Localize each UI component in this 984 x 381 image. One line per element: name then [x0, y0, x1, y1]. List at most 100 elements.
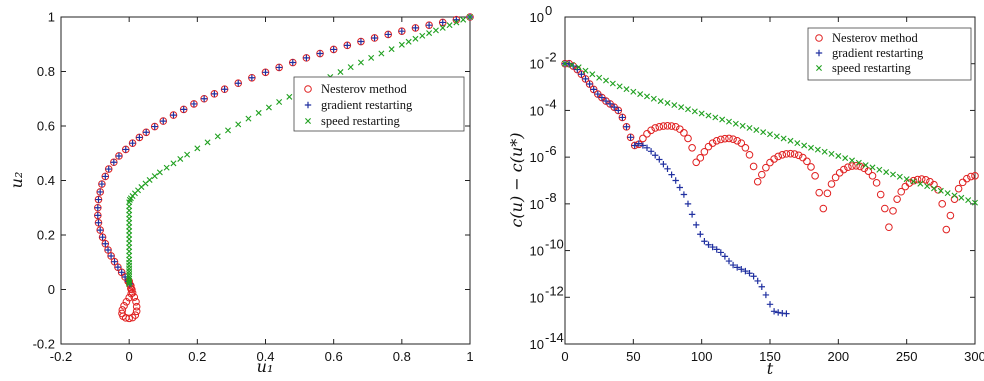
right-y-tick-label: 10	[530, 57, 544, 72]
left-data-point-x	[235, 121, 242, 128]
right-data-point-plus	[582, 75, 589, 83]
left-data-point-x	[126, 265, 133, 272]
left-data-point-circle	[114, 263, 122, 271]
right-data-point-x	[876, 166, 883, 173]
right-data-point-plus	[754, 277, 761, 285]
right-data-point-plus	[594, 90, 601, 98]
right-data-point-x	[753, 127, 760, 134]
right-data-point-circle	[618, 113, 627, 122]
right-data-point-x	[671, 102, 678, 109]
left-data-point-plus	[248, 74, 256, 81]
right-data-point-circle	[577, 70, 586, 79]
right-data-point-circle	[967, 172, 975, 181]
left-data-point-x	[214, 133, 221, 140]
right-data-point-plus	[701, 238, 708, 245]
left-data-point-circle	[115, 152, 123, 160]
left-data-point-circle	[200, 94, 208, 103]
right-data-point-circle	[913, 175, 922, 184]
right-data-point-circle	[799, 153, 807, 162]
right-data-point-x	[842, 155, 849, 162]
left-legend-label: gradient restarting	[321, 98, 413, 112]
right-data-point-x	[903, 176, 910, 183]
left-data-point-plus	[289, 59, 296, 66]
right-data-point-x	[726, 118, 732, 125]
left-data-point-circle	[316, 49, 324, 58]
left-x-tick-label: 0.8	[393, 349, 411, 364]
right-data-point-plus	[639, 142, 647, 149]
right-data-point-circle	[622, 122, 631, 131]
left-data-point-plus	[235, 80, 242, 87]
left-data-point-plus	[114, 263, 122, 271]
right-data-point-plus	[602, 97, 610, 105]
right-data-point-circle	[815, 188, 824, 197]
right-x-tick-label: 200	[827, 349, 849, 364]
left-data-point-circle	[107, 252, 115, 260]
right-data-point-x	[773, 133, 780, 140]
left-x-tick-label: 0.6	[325, 349, 343, 364]
left-data-point-plus	[143, 129, 150, 136]
left-data-point-x	[337, 69, 344, 76]
right-data-point-circle	[958, 178, 967, 187]
right-data-point-plus	[721, 253, 729, 260]
right-data-point-circle	[840, 165, 848, 174]
right-data-point-plus	[684, 200, 692, 208]
right-x-tick-label: 100	[691, 349, 713, 364]
right-data-point-plus	[635, 140, 642, 147]
right-y-tick-exponent: -6	[545, 143, 557, 158]
right-data-point-x	[855, 159, 862, 166]
right-data-point-plus	[652, 152, 659, 159]
left-data-point-circle	[150, 122, 159, 131]
left-data-point-x	[245, 115, 252, 122]
right-data-point-plus	[717, 249, 724, 256]
left-data-point-x	[412, 35, 419, 42]
left-data-point-circle	[220, 85, 229, 94]
left-data-point-x	[255, 109, 262, 116]
right-data-point-circle	[876, 190, 885, 199]
left-data-point-x	[126, 271, 133, 278]
left-data-point-x	[126, 279, 133, 286]
left-plot-frame	[60, 16, 471, 345]
right-data-point-x	[609, 80, 616, 87]
right-data-point-circle	[762, 163, 770, 172]
left-data-point-plus	[344, 42, 351, 49]
right-data-point-plus	[647, 148, 655, 155]
right-data-point-x	[644, 93, 650, 100]
left-x-tick-label: -0.2	[50, 349, 72, 364]
right-data-point-x	[849, 157, 855, 164]
left-data-point-plus	[303, 54, 310, 62]
left-data-point-circle	[438, 18, 447, 27]
right-data-point-x	[582, 67, 589, 74]
right-legend-box	[807, 27, 972, 81]
right-data-point-circle	[647, 126, 655, 135]
right-data-point-circle	[708, 139, 717, 147]
right-x-axis-label: t	[767, 359, 774, 378]
left-data-point-circle	[179, 105, 188, 114]
right-data-point-x	[958, 194, 965, 201]
left-legend-marker	[304, 101, 312, 109]
left-data-point-circle	[101, 239, 110, 248]
right-data-point-circle	[684, 134, 692, 143]
left-data-point-plus	[190, 100, 198, 108]
right-data-point-x	[821, 148, 828, 155]
left-data-point-circle	[384, 30, 393, 39]
right-data-point-plus	[631, 142, 638, 149]
right-data-point-x	[862, 162, 869, 169]
right-data-point-circle	[954, 184, 963, 193]
left-data-point-x	[432, 27, 439, 34]
right-data-point-circle	[811, 172, 819, 180]
right-data-point-x	[637, 91, 644, 98]
right-data-point-circle	[589, 85, 598, 94]
right-data-point-x	[678, 104, 685, 111]
left-y-axis-label: u₂	[7, 172, 26, 189]
right-legend-label: Nesterov method	[832, 31, 918, 45]
left-data-point-circle	[261, 68, 270, 77]
left-data-point-circle	[94, 218, 103, 227]
right-data-point-plus	[734, 264, 741, 271]
right-data-point-x	[760, 129, 767, 136]
right-data-point-circle	[581, 75, 590, 83]
right-data-point-plus	[766, 301, 774, 308]
right-data-point-circle	[922, 175, 930, 184]
left-data-point-circle	[94, 195, 103, 204]
right-data-point-circle	[626, 133, 635, 142]
